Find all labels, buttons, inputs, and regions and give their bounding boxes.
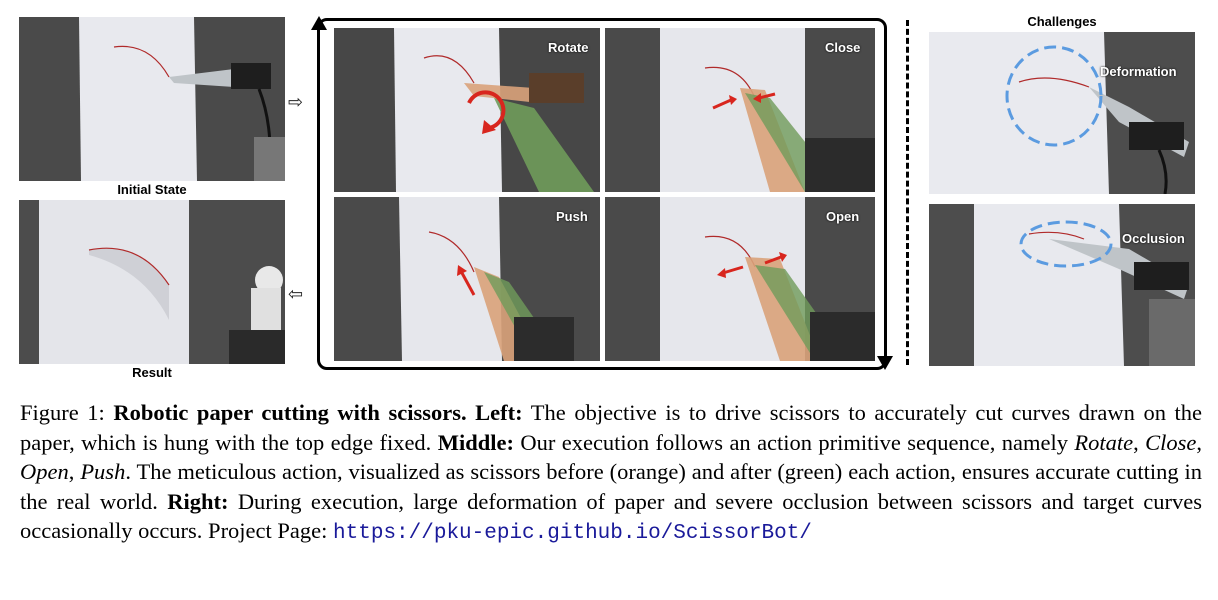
- caption-right-text: During execution, large deformation of p…: [20, 488, 1203, 544]
- right-hollow-arrow-icon: ⇨: [288, 92, 304, 113]
- caption-right-label: Right:: [167, 488, 229, 514]
- close-photo: [605, 28, 875, 192]
- action-sequence-frame: [317, 18, 887, 370]
- figure-number: Figure 1:: [20, 400, 105, 425]
- occlusion-photo: [929, 204, 1195, 366]
- close-label: Close: [825, 40, 861, 55]
- project-page-link[interactable]: https://pku-epic.github.io/ScissorBot/: [333, 522, 812, 545]
- caption-middle-text-b: . The meticulous action, visualized as s…: [20, 459, 1203, 514]
- initial-state-photo: [19, 17, 285, 181]
- left-hollow-arrow-icon: ⇦: [288, 284, 304, 305]
- push-photo: [334, 197, 600, 361]
- result-photo: [19, 200, 285, 364]
- open-photo: [605, 197, 875, 361]
- cycle-arrow-up-icon: [311, 16, 327, 30]
- dashed-separator: [906, 20, 909, 365]
- deformation-label: Deformation: [1100, 64, 1177, 79]
- caption-left-text: The objective is to drive scissors to ac…: [20, 400, 1203, 455]
- result-label: Result: [132, 365, 172, 380]
- caption-title: Robotic paper cutting with scissors.: [113, 400, 467, 425]
- rotate-label: Rotate: [548, 40, 589, 55]
- occlusion-label: Occlusion: [1122, 231, 1185, 246]
- open-label: Open: [826, 209, 860, 224]
- seq-push: Push: [80, 459, 126, 484]
- figure-caption: Figure 1: Robotic paper cutting with sci…: [20, 400, 1203, 545]
- deformation-photo: [929, 32, 1195, 194]
- caption-left-label: Left:: [475, 400, 523, 425]
- seq-close: Close: [1145, 429, 1197, 455]
- initial-state-label: Initial State: [117, 182, 187, 197]
- seq-open: Open: [20, 459, 69, 484]
- rotate-photo: [334, 28, 600, 192]
- caption-middle-text-a: Our execution follows an action primitiv…: [520, 429, 1068, 455]
- challenges-label: Challenges: [1027, 14, 1097, 29]
- caption-middle-label: Middle:: [437, 429, 514, 455]
- push-label: Push: [556, 209, 588, 224]
- seq-rotate: Rotate: [1074, 429, 1134, 455]
- cycle-arrow-down-icon: [877, 356, 893, 370]
